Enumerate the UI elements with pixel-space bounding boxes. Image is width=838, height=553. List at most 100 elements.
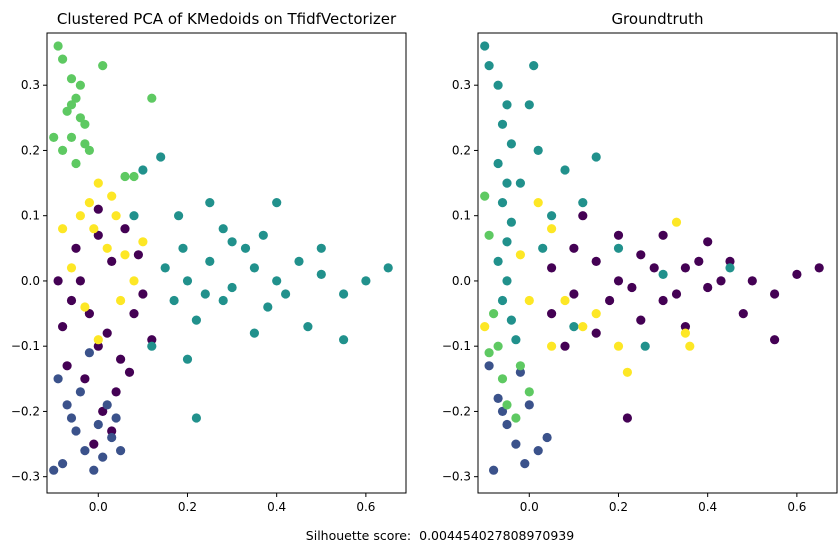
point-teal-2 [205, 256, 215, 266]
point-teal-34 [258, 230, 268, 240]
point-teal-31 [178, 243, 188, 253]
point-teal-29 [538, 243, 548, 253]
point-teal-25 [640, 341, 650, 351]
point-teal-14 [506, 315, 516, 325]
point-teal-8 [339, 289, 349, 299]
x-tick-label: 0.0 [520, 500, 539, 514]
x-tick-label: 0.2 [178, 500, 197, 514]
point-yellow-9 [680, 328, 691, 338]
right-scatter-panel: Groundtruth 0.0 0.2 0.4 0.6 0.3 0.2 0.1 0.0 −0.1 −… [442, 10, 838, 514]
point-purple-1 [569, 289, 579, 299]
point-teal-27 [218, 295, 228, 306]
point-green-13 [120, 171, 130, 182]
point-purple-8 [138, 289, 148, 299]
point-blue-8 [66, 413, 77, 423]
point-teal-20 [147, 341, 157, 351]
point-green-1 [484, 230, 494, 240]
y-tick-label: −0.1 [11, 339, 40, 353]
point-teal-11 [493, 256, 503, 266]
point-blue-13 [84, 348, 94, 358]
point-yellow-0 [533, 198, 543, 208]
point-blue-4 [89, 465, 99, 475]
point-purple-14 [98, 406, 108, 416]
point-purple-21 [560, 341, 570, 351]
point-teal-9 [361, 276, 371, 286]
point-teal-20 [578, 198, 588, 208]
point-teal-25 [339, 335, 349, 345]
point-blue-3 [80, 446, 90, 456]
point-teal-22 [569, 322, 579, 332]
point-teal-6 [493, 158, 503, 169]
point-teal-8 [497, 198, 508, 208]
point-blue-12 [111, 413, 121, 423]
point-purple-20 [93, 204, 103, 214]
point-yellow-8 [80, 302, 90, 312]
point-purple-18 [680, 322, 691, 332]
point-teal-6 [294, 256, 304, 266]
point-yellow-12 [93, 335, 103, 345]
point-teal-4 [249, 263, 259, 273]
point-purple-6 [680, 263, 691, 273]
point-purple-2 [75, 276, 85, 286]
point-blue-9 [75, 387, 85, 397]
point-purple-31 [627, 282, 637, 293]
point-yellow-14 [138, 237, 148, 247]
point-teal-33 [316, 243, 326, 253]
point-purple-19 [622, 413, 633, 423]
point-green-4 [62, 106, 72, 116]
point-teal-17 [533, 145, 543, 155]
point-blue-9 [524, 400, 534, 410]
point-purple-28 [547, 309, 557, 319]
point-green-2 [66, 74, 77, 84]
point-yellow-1 [84, 198, 94, 208]
point-teal-27 [524, 100, 534, 110]
point-green-0 [53, 41, 63, 51]
point-teal-16 [205, 198, 215, 208]
silhouette-score-label: Silhouette score: [306, 528, 411, 543]
point-teal-2 [493, 80, 503, 90]
point-yellow-12 [480, 322, 490, 332]
point-yellow-13 [685, 341, 695, 351]
point-purple-18 [89, 439, 99, 449]
point-teal-12 [502, 276, 512, 286]
point-blue-6 [107, 432, 117, 443]
point-purple-10 [93, 230, 103, 240]
point-teal-5 [272, 276, 282, 286]
point-yellow-11 [89, 224, 99, 234]
point-teal-24 [303, 322, 313, 332]
point-purple-23 [770, 335, 780, 345]
point-green-0 [480, 191, 490, 201]
point-teal-7 [316, 269, 326, 279]
point-purple-16 [124, 367, 135, 377]
point-yellow-5 [591, 309, 601, 319]
point-yellow-2 [515, 250, 526, 260]
point-yellow-1 [547, 224, 557, 234]
point-teal-1 [182, 276, 193, 286]
point-green-7 [80, 119, 90, 129]
point-purple-17 [147, 335, 157, 345]
point-purple-12 [814, 263, 824, 273]
point-teal-18 [156, 152, 166, 162]
y-tick-label: −0.1 [442, 339, 471, 353]
point-teal-0 [480, 41, 490, 51]
point-purple-14 [658, 230, 668, 240]
chart-title-1: Groundtruth [611, 10, 703, 28]
point-teal-23 [613, 243, 624, 253]
point-purple-16 [591, 328, 601, 338]
point-purple-0 [547, 263, 557, 273]
point-yellow-9 [116, 295, 126, 306]
point-purple-13 [80, 374, 90, 384]
scatter-points-1 [480, 41, 824, 475]
point-yellow-7 [622, 367, 633, 377]
x-tick-label: 0.0 [89, 500, 108, 514]
y-tick-label: −0.2 [11, 404, 40, 418]
point-teal-24 [658, 269, 668, 279]
point-purple-9 [71, 243, 81, 253]
point-yellow-7 [120, 250, 130, 260]
point-blue-5 [98, 452, 108, 462]
point-blue-0 [53, 374, 63, 384]
point-green-8 [524, 387, 534, 397]
point-green-8 [58, 145, 68, 155]
point-teal-10 [502, 237, 512, 247]
